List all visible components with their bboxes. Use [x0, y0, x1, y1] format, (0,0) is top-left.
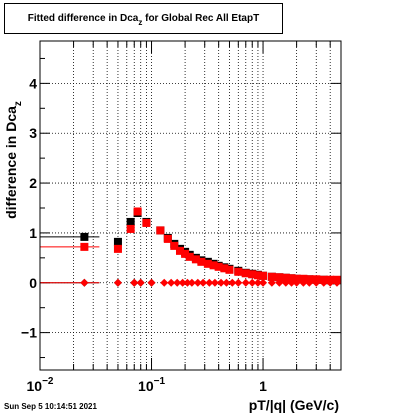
- y-tick-label: 2: [29, 175, 37, 191]
- data-point-diamond: [241, 278, 250, 287]
- title-main: Fitted difference in Dca: [27, 13, 139, 24]
- data-point-square: [133, 207, 142, 216]
- data-point-square: [170, 241, 179, 250]
- data-point-diamond: [80, 278, 89, 287]
- data-point-square: [80, 242, 89, 251]
- data-point-diamond: [178, 278, 187, 287]
- y-tick-label: 4: [29, 75, 37, 91]
- data-point-square: [181, 249, 190, 258]
- data-point-square: [163, 234, 172, 243]
- data-point-diamond: [130, 278, 139, 287]
- y-tick-label: 0: [29, 275, 37, 291]
- data-point-square: [287, 274, 296, 283]
- title-rest: for Global Rec All EtapT: [142, 13, 260, 24]
- x-axis-label: pT/|q| (GeV/c): [249, 397, 339, 413]
- data-point-diamond: [147, 278, 156, 287]
- data-point-square: [113, 244, 122, 253]
- data-point-diamond: [228, 278, 237, 287]
- chart-title: Fitted difference in Dca z for Global Rec…: [4, 3, 283, 34]
- data-point-square: [275, 273, 284, 282]
- data-point-diamond: [113, 278, 122, 287]
- data-point-diamond: [259, 278, 268, 287]
- data-point-diamond: [312, 278, 321, 287]
- data-point-diamond: [205, 278, 214, 287]
- data-point-diamond: [217, 278, 226, 287]
- data-point-diamond: [281, 278, 290, 287]
- data-point-diamond: [275, 278, 284, 287]
- data-point-square: [220, 264, 229, 273]
- y-tick-label: 3: [29, 125, 37, 141]
- data-point-square: [175, 246, 184, 255]
- data-point-square: [156, 226, 165, 235]
- y-axis-label-sub: z: [13, 101, 24, 106]
- grid-lines: [39, 41, 342, 370]
- data-marks: [40, 207, 341, 287]
- data-point-diamond: [222, 278, 231, 287]
- data-point-square: [214, 262, 223, 271]
- data-point-diamond: [167, 278, 176, 287]
- data-point-square: [267, 272, 276, 281]
- data-point-square: [80, 232, 89, 241]
- x-tick-label: 1: [259, 378, 267, 394]
- data-point-square: [185, 252, 194, 261]
- data-point-square: [203, 259, 212, 268]
- data-point-diamond: [210, 278, 219, 287]
- data-point-diamond: [292, 278, 301, 287]
- title-subscript: z: [138, 18, 143, 27]
- data-point-diamond: [326, 278, 335, 287]
- data-point-square: [142, 218, 151, 227]
- tick-labels: −1 0 1 2 3 4 10−2 10−1 1: [21, 75, 267, 394]
- data-point-diamond: [248, 278, 257, 287]
- data-point-diamond: [234, 278, 243, 287]
- timestamp-footer: Sun Sep 5 10:14:51 2021: [4, 402, 97, 411]
- data-point-square: [241, 269, 250, 278]
- data-point-diamond: [193, 278, 202, 287]
- data-point-diamond: [332, 278, 341, 287]
- data-point-diamond: [160, 278, 169, 287]
- data-point-square: [253, 271, 262, 280]
- data-point-square: [234, 267, 243, 276]
- y-axis-label: difference in Dcaz: [3, 101, 24, 219]
- data-point-square: [197, 257, 206, 266]
- data-point-diamond: [305, 278, 314, 287]
- data-point-square: [248, 270, 257, 279]
- data-point-square: [113, 237, 122, 246]
- data-point-diamond: [299, 278, 308, 287]
- data-point-diamond: [173, 278, 182, 287]
- data-point-square: [191, 255, 200, 264]
- axis-ticks: [39, 41, 342, 370]
- y-axis-label-main: difference in Dca: [3, 106, 19, 219]
- data-point-square: [259, 271, 268, 280]
- data-point-diamond: [136, 278, 145, 287]
- data-point-square: [209, 261, 218, 270]
- data-point-square: [126, 224, 135, 233]
- y-tick-label: 1: [29, 225, 37, 241]
- data-point-diamond: [287, 278, 296, 287]
- data-point-diamond: [253, 278, 262, 287]
- data-point-square: [281, 273, 290, 282]
- data-point-diamond: [199, 278, 208, 287]
- data-point-diamond: [319, 278, 328, 287]
- x-tick-label: 10−1: [138, 376, 165, 394]
- data-point-square: [225, 265, 234, 274]
- x-tick-label: 10−2: [27, 376, 54, 394]
- data-point-square: [126, 217, 135, 226]
- y-tick-label: −1: [21, 325, 37, 341]
- data-point-diamond: [183, 278, 192, 287]
- data-point-diamond: [187, 278, 196, 287]
- plot-frame: [39, 40, 342, 371]
- data-point-diamond: [267, 278, 276, 287]
